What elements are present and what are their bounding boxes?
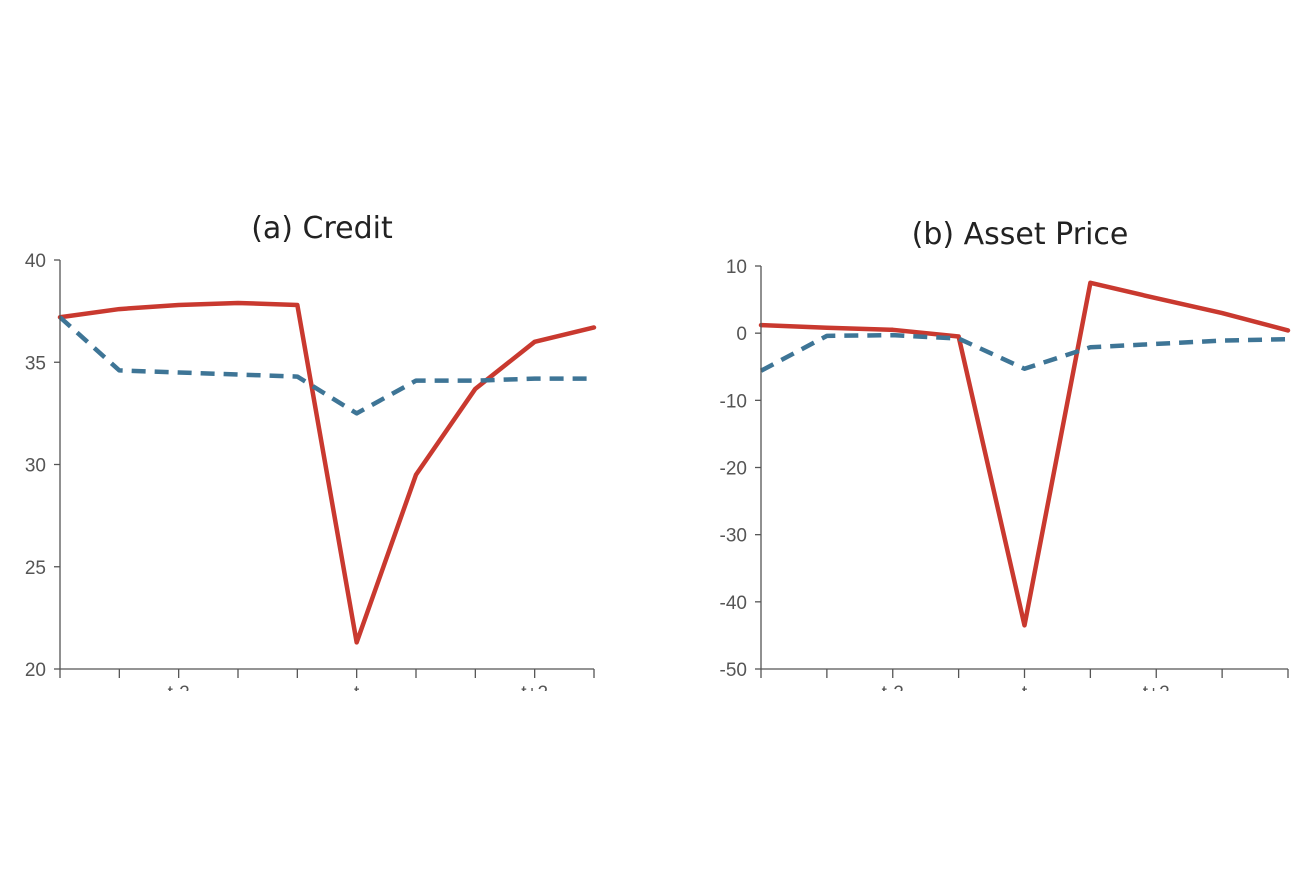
credit-x-axis-ticks: t-2 t t+2 [59, 669, 595, 704]
asset-price-series-solid-line [758, 280, 1291, 628]
asset-price-series [758, 280, 1291, 628]
asset-price-y-tick-label: -40 [720, 593, 747, 614]
credit-series-dashed-line [58, 315, 594, 416]
asset-price-y-tick-label: -50 [720, 660, 747, 681]
asset-price-y-tick-label: 0 [736, 324, 747, 345]
credit-y-tick-label: 20 [25, 660, 46, 681]
asset-price-x-tick-label: t [1022, 683, 1028, 704]
credit-chart-title: (a) Credit [251, 211, 393, 246]
asset-price-y-tick-label: -10 [720, 391, 747, 412]
asset-price-y-tick-label: 10 [726, 257, 747, 278]
credit-series [57, 300, 597, 645]
credit-x-tick-label: t+2 [521, 683, 548, 704]
asset-price-x-tick-label: t-2 [882, 683, 904, 704]
credit-x-tick-label: t [354, 683, 360, 704]
credit-y-tick-label: 40 [25, 251, 46, 272]
asset-price-chart-title: (b) Asset Price [912, 217, 1129, 252]
asset-price-x-tick-label: t+2 [1143, 683, 1170, 704]
credit-y-tick-label: 35 [25, 353, 46, 374]
credit-series-solid-line [57, 300, 597, 645]
credit-y-tick-label: 25 [25, 558, 46, 579]
asset-price-y-axis-ticks: -50 -40 -30 -20 -10 0 10 [720, 257, 761, 681]
credit-y-tick-label: 30 [25, 456, 46, 477]
credit-x-tick-label: t-2 [168, 683, 190, 704]
credit-panel: (a) Credit 20 25 30 35 40 t-2 t t+2 [25, 211, 597, 704]
asset-price-y-tick-label: -20 [720, 459, 747, 480]
asset-price-series-dashed-line [759, 332, 1289, 373]
asset-price-x-axis-ticks: t-2 t t+2 [760, 669, 1289, 704]
credit-y-axis-ticks: 20 25 30 35 40 [25, 251, 60, 681]
asset-price-y-tick-label: -30 [720, 526, 747, 547]
